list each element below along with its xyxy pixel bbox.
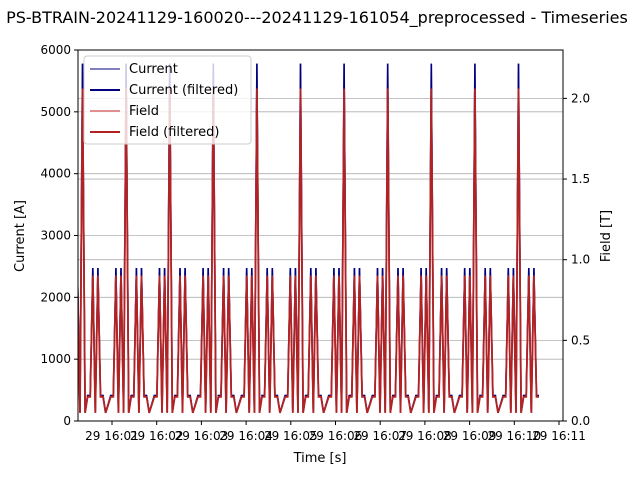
x-tick-label: 29 16:06 xyxy=(309,429,363,443)
legend-box xyxy=(83,55,252,145)
legend-label: Field (filtered) xyxy=(129,125,220,140)
x-tick-label: 29 16:03 xyxy=(175,429,229,443)
grid xyxy=(78,97,563,422)
y-axis-right: 0.0 0.5 1.0 1.5 2.0 xyxy=(563,91,590,428)
y-left-tick-label: 3000 xyxy=(40,229,71,243)
legend: Current Current (filtered) Field Field (fil… xyxy=(83,55,252,145)
y-left-tick-label: 1000 xyxy=(40,352,71,366)
x-tick-label: 29 16:07 xyxy=(353,429,407,443)
series-field-filtered xyxy=(78,88,539,414)
series-current-filtered xyxy=(78,63,539,413)
x-tick-label: 29 16:02 xyxy=(130,429,184,443)
y-right-tick-label: 2.0 xyxy=(571,91,590,105)
y-right-tick-label: 1.0 xyxy=(571,253,590,267)
x-tick-label: 29 16:11 xyxy=(532,429,586,443)
x-tick-label: 29 16:04 xyxy=(219,429,273,443)
y-left-tick-label: 0 xyxy=(63,414,71,428)
x-tick-label: 29 16:09 xyxy=(443,429,497,443)
plot-lines xyxy=(78,63,539,414)
y-axis-left-label: Current [A] xyxy=(13,200,28,272)
x-tick-label: 29 16:01 xyxy=(85,429,139,443)
y-right-tick-label: 1.5 xyxy=(571,172,590,186)
chart-title: PS-BTRAIN-20241129-160020---20241129-161… xyxy=(6,8,628,28)
y-left-tick-label: 4000 xyxy=(40,167,71,181)
y-right-tick-label: 0.5 xyxy=(571,333,590,347)
legend-label: Current xyxy=(129,62,178,77)
y-left-tick-label: 5000 xyxy=(40,105,71,119)
y-right-tick-label: 0.0 xyxy=(571,414,590,428)
y-axis-left: 0 1000 2000 3000 4000 5000 6000 xyxy=(40,43,78,428)
x-tick-label: 29 16:08 xyxy=(398,429,452,443)
x-tick-label: 29 16:05 xyxy=(264,429,318,443)
x-axis-label: Time [s] xyxy=(293,451,347,466)
legend-label: Field xyxy=(129,104,159,119)
y-left-tick-label: 6000 xyxy=(40,43,71,57)
x-tick-label: 29 16:10 xyxy=(487,429,541,443)
y-left-tick-label: 2000 xyxy=(40,290,71,304)
legend-label: Current (filtered) xyxy=(129,83,238,98)
y-axis-right-label: Field [T] xyxy=(599,210,614,262)
